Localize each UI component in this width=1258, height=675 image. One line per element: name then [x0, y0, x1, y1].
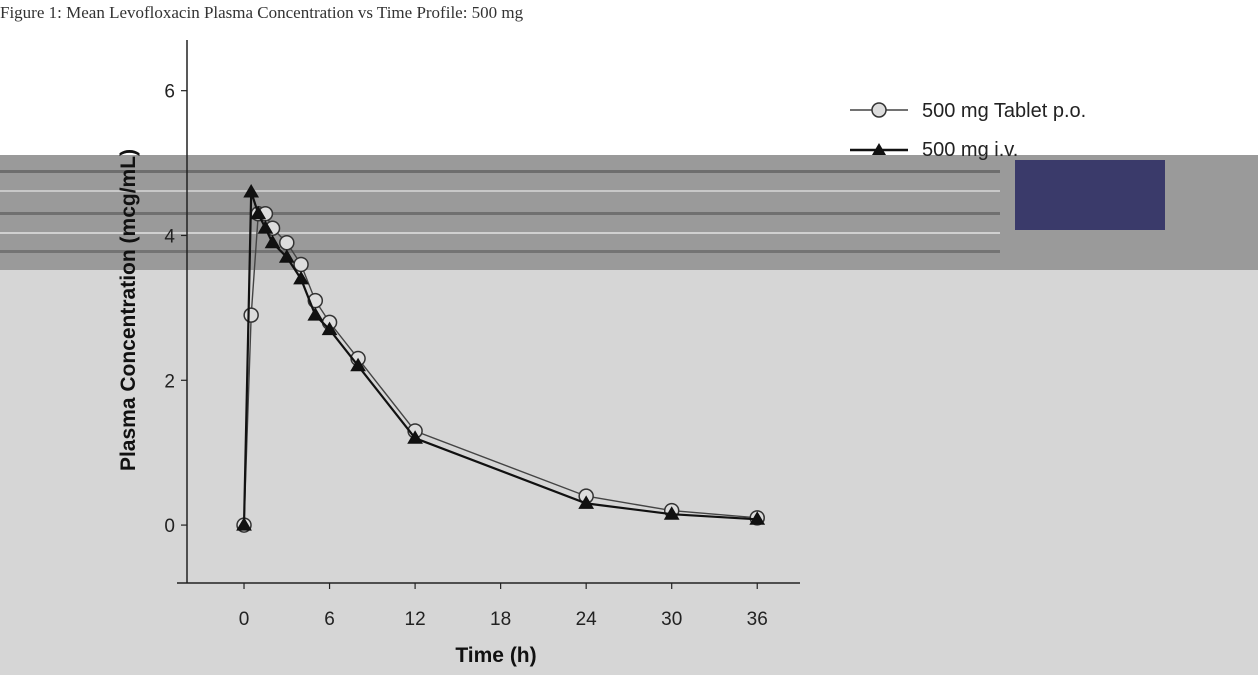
y-tick-label: 4	[164, 226, 175, 247]
y-axis-ticks: 0 2 4 6	[164, 82, 187, 537]
chart-title: Figure 1: Mean Levofloxacin Plasma Conce…	[0, 3, 524, 22]
x-tick-label: 6	[324, 609, 335, 630]
data-point-tablet	[243, 307, 259, 323]
y-tick-label: 0	[164, 516, 175, 537]
x-axis-title: Time (h)	[455, 644, 536, 667]
data-point-iv	[321, 321, 338, 336]
x-axis-ticks: 0 6 12 18 24 30 36	[239, 583, 768, 630]
x-tick-label: 30	[661, 609, 682, 630]
series-layer	[236, 184, 766, 533]
data-point-iv	[407, 430, 423, 444]
data-point-iv	[257, 220, 274, 234]
y-tick-label: 2	[164, 371, 175, 392]
data-point-iv	[278, 249, 295, 263]
data-point-iv	[250, 205, 267, 220]
data-point-iv	[236, 517, 252, 531]
scan-noise-lines	[0, 160, 1165, 253]
x-tick-label: 12	[405, 609, 426, 630]
data-point-tablet	[293, 256, 309, 273]
legend-marker-iv	[872, 143, 886, 155]
x-tick-label: 24	[576, 609, 598, 630]
legend: 500 mg Tablet p.o. 500 mg i.v.	[850, 100, 1086, 161]
y-tick-label: 6	[164, 82, 175, 103]
data-point-iv	[243, 184, 260, 198]
data-point-iv	[293, 270, 309, 285]
x-tick-label: 36	[747, 609, 768, 630]
data-point-iv	[578, 495, 595, 509]
data-point-tablet	[279, 234, 295, 251]
data-point-iv	[663, 506, 680, 520]
legend-label-tablet: 500 mg Tablet p.o.	[922, 100, 1086, 122]
legend-marker-tablet	[871, 102, 887, 118]
scan-background-lower	[0, 270, 1258, 675]
x-tick-label: 18	[490, 609, 511, 630]
legend-label-iv: 500 mg i.v.	[922, 139, 1018, 161]
x-tick-label: 0	[239, 609, 250, 630]
data-point-iv	[749, 511, 766, 525]
data-point-iv	[350, 357, 366, 372]
data-point-iv	[307, 307, 324, 321]
y-axis-title: Plasma Concentration (mcg/mL)	[117, 149, 140, 471]
data-point-iv	[264, 234, 281, 249]
